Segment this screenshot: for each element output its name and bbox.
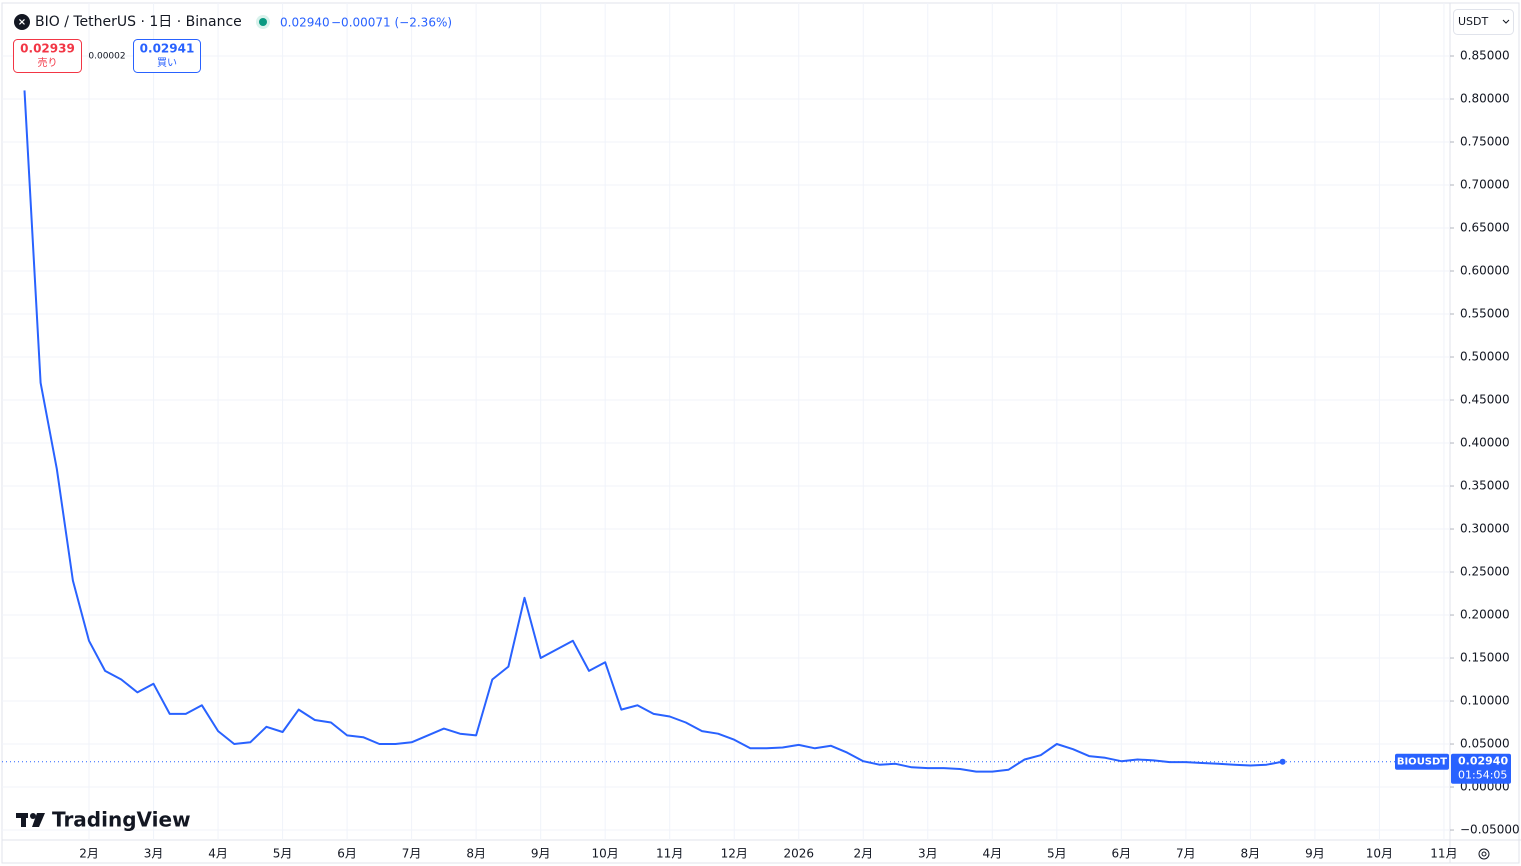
price-line [23, 90, 1283, 773]
logo: TradingView [16, 808, 191, 832]
y-tick-label: 0.40000 [1460, 436, 1510, 450]
x-tick-label: 8月 [1241, 847, 1261, 861]
series-name: BIOUSDT [1397, 757, 1447, 768]
y-tick-label: 0.45000 [1460, 393, 1510, 407]
price-change: −0.00071 (−2.36%) [331, 16, 452, 30]
x-tick-label: 2026 [783, 847, 814, 861]
currency: USDT [1458, 15, 1489, 28]
x-tick-label: 5月 [273, 847, 293, 861]
currency-select[interactable] [1453, 9, 1514, 35]
y-tick-label: 0.65000 [1460, 221, 1510, 235]
y-tick-label: 0.30000 [1460, 522, 1510, 536]
y-tick-label: 0.50000 [1460, 350, 1510, 364]
y-tick-label: 0.55000 [1460, 307, 1510, 321]
brand: TradingView [52, 808, 191, 832]
y-tick-label: 0.80000 [1460, 92, 1510, 106]
y-tick-label: −0.05000 [1460, 823, 1520, 837]
series-tag [1395, 753, 1449, 770]
settings-icon-core [1481, 851, 1487, 857]
y-tick-label: 0.25000 [1460, 565, 1510, 579]
x-tick-label: 11月 [1430, 847, 1457, 861]
x-tick-label: 4月 [982, 847, 1002, 861]
x-tick-label: 9月 [1305, 847, 1325, 861]
x-tick-label: 10月 [592, 847, 619, 861]
x-tick-label: 3月 [144, 847, 164, 861]
x-tick-label: 2月 [853, 847, 873, 861]
x-tick-label: 11月 [656, 847, 683, 861]
x-tick-label: 3月 [918, 847, 938, 861]
x-tick-label: 4月 [208, 847, 228, 861]
spread: 0.00002 [88, 52, 125, 62]
y-tick-label: 0.70000 [1460, 178, 1510, 192]
symbol-icon-mark: × [18, 17, 26, 28]
y-tick-label: 0.15000 [1460, 651, 1510, 665]
logo-mark [21, 813, 26, 827]
buy-button[interactable] [133, 39, 201, 73]
price-tag-value: 0.02940 [1458, 755, 1508, 768]
x-tick-label: 10月 [1366, 847, 1393, 861]
y-tick-label: 0.85000 [1460, 49, 1510, 63]
x-tick-label: 5月 [1047, 847, 1067, 861]
x-tick-label: 6月 [337, 847, 357, 861]
status-dot [259, 18, 267, 26]
symbol-icon [14, 14, 30, 30]
x-tick-label: 2月 [79, 847, 99, 861]
grid [2, 3, 1450, 840]
buy-price: 0.02941 [140, 42, 195, 56]
y-tick-label: 0.60000 [1460, 264, 1510, 278]
y-tick-label: 0.10000 [1460, 694, 1510, 708]
y-tick-label: 0.75000 [1460, 135, 1510, 149]
x-tick-label: 9月 [531, 847, 551, 861]
x-tick-label: 8月 [466, 847, 486, 861]
sell-button[interactable] [13, 39, 82, 73]
dropdown-chevron [1502, 19, 1510, 24]
x-tick-label: 6月 [1112, 847, 1132, 861]
last-price: 0.02940 [280, 16, 330, 30]
symbol-title[interactable]: BIO / TetherUS · 1日 · Binance [35, 14, 242, 30]
settings-icon[interactable] [1478, 848, 1490, 860]
x-tick-label: 7月 [402, 847, 422, 861]
price-tag-countdown: 01:54:05 [1458, 769, 1507, 782]
logo-mark [32, 813, 45, 827]
sell-label: 売り [38, 56, 58, 69]
y-tick-label: 0.20000 [1460, 608, 1510, 622]
buy-label: 買い [157, 57, 177, 69]
x-tick-label: 7月 [1176, 847, 1196, 861]
price-tag [1451, 753, 1511, 784]
x-tick-label: 12月 [721, 847, 748, 861]
y-tick-label: 0.35000 [1460, 479, 1510, 493]
y-tick-label: 0.05000 [1460, 737, 1510, 751]
logo-mark [30, 813, 36, 819]
sell-price: 0.02939 [20, 42, 75, 56]
